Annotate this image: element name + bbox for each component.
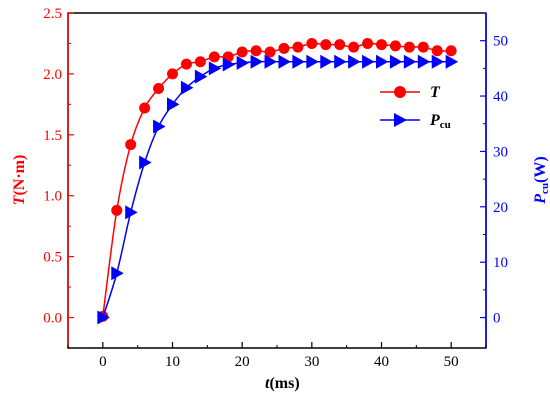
left-tick-label: 0.5 — [43, 250, 62, 266]
point-pcu — [167, 97, 180, 112]
right-tick-label: 20 — [493, 200, 508, 216]
left-tick-label: 2.0 — [43, 67, 62, 83]
right-tick-label: 10 — [493, 255, 508, 271]
point-t — [278, 42, 290, 54]
legend-label-t: T — [430, 84, 441, 101]
x-tick-label: 30 — [304, 354, 319, 370]
right-axis-title: Pcu(W) — [532, 156, 550, 204]
x-tick-label: 50 — [444, 354, 459, 370]
point-t — [431, 45, 443, 57]
point-t — [306, 37, 318, 49]
right-tick-label: 30 — [493, 144, 508, 160]
left-axis-title: T(N·m) — [11, 155, 28, 206]
point-t — [320, 39, 332, 51]
point-pcu — [278, 54, 291, 69]
point-pcu — [194, 69, 208, 84]
point-pcu — [250, 54, 264, 69]
x-tick-label: 0 — [99, 354, 107, 370]
point-t — [139, 102, 151, 114]
right-axis: 0 10 20 30 40 50 — [480, 12, 508, 348]
legend-marker-pcu — [394, 113, 407, 127]
point-pcu — [180, 80, 194, 95]
point-pcu — [125, 205, 138, 220]
x-tick-label: 40 — [374, 354, 389, 370]
point-pcu — [139, 155, 152, 170]
point-pcu — [208, 61, 222, 76]
right-tick-label: 40 — [493, 89, 508, 105]
point-t — [167, 68, 178, 80]
point-pcu — [348, 54, 361, 69]
point-pcu — [306, 54, 319, 69]
point-t — [250, 45, 262, 57]
point-pcu — [153, 119, 166, 134]
point-t — [362, 37, 374, 49]
point-pcu — [97, 310, 110, 325]
legend-label-pcu: Pcu — [429, 112, 451, 131]
point-t — [264, 46, 276, 58]
point-pcu — [236, 55, 250, 70]
left-tick-label: 1.0 — [43, 189, 62, 205]
point-pcu — [334, 54, 347, 69]
x-tick-label: 10 — [165, 354, 180, 370]
point-t — [417, 41, 429, 53]
point-pcu — [445, 54, 459, 69]
point-t — [376, 39, 387, 51]
point-pcu — [431, 54, 445, 69]
point-t — [292, 41, 304, 53]
point-t — [334, 39, 346, 51]
x-axis-title: t(ms) — [265, 375, 300, 392]
point-t — [180, 58, 192, 70]
left-tick-label: 1.5 — [43, 128, 62, 144]
point-pcu — [403, 54, 417, 69]
legend: T Pcu — [380, 84, 451, 131]
point-t — [125, 139, 137, 151]
point-t — [403, 41, 415, 53]
point-t — [445, 45, 457, 57]
point-pcu — [111, 266, 124, 281]
point-t — [153, 83, 165, 95]
point-pcu — [417, 54, 431, 69]
right-tick-label: 0 — [493, 311, 501, 327]
series-layer — [97, 37, 459, 325]
right-tick-label: 50 — [493, 34, 508, 50]
left-tick-label: 2.5 — [43, 6, 62, 22]
x-tick-label: 20 — [235, 354, 250, 370]
point-pcu — [362, 54, 375, 69]
left-axis: 0.0 0.5 1.0 1.5 2.0 2.5 — [43, 6, 74, 348]
point-pcu — [222, 57, 236, 72]
series-line-pcu — [102, 60, 452, 318]
point-t — [389, 40, 401, 52]
point-t — [208, 51, 220, 63]
legend-marker-t — [394, 86, 406, 98]
x-axis: 0 10 20 30 40 50 — [67, 342, 487, 370]
point-t — [111, 204, 123, 216]
point-pcu — [292, 54, 305, 69]
point-t — [236, 46, 248, 58]
point-pcu — [376, 54, 389, 69]
point-pcu — [389, 54, 403, 69]
point-t — [194, 56, 206, 68]
left-tick-label: 0.0 — [43, 311, 62, 327]
point-t — [348, 41, 360, 53]
point-pcu — [264, 54, 278, 69]
point-pcu — [320, 54, 333, 69]
